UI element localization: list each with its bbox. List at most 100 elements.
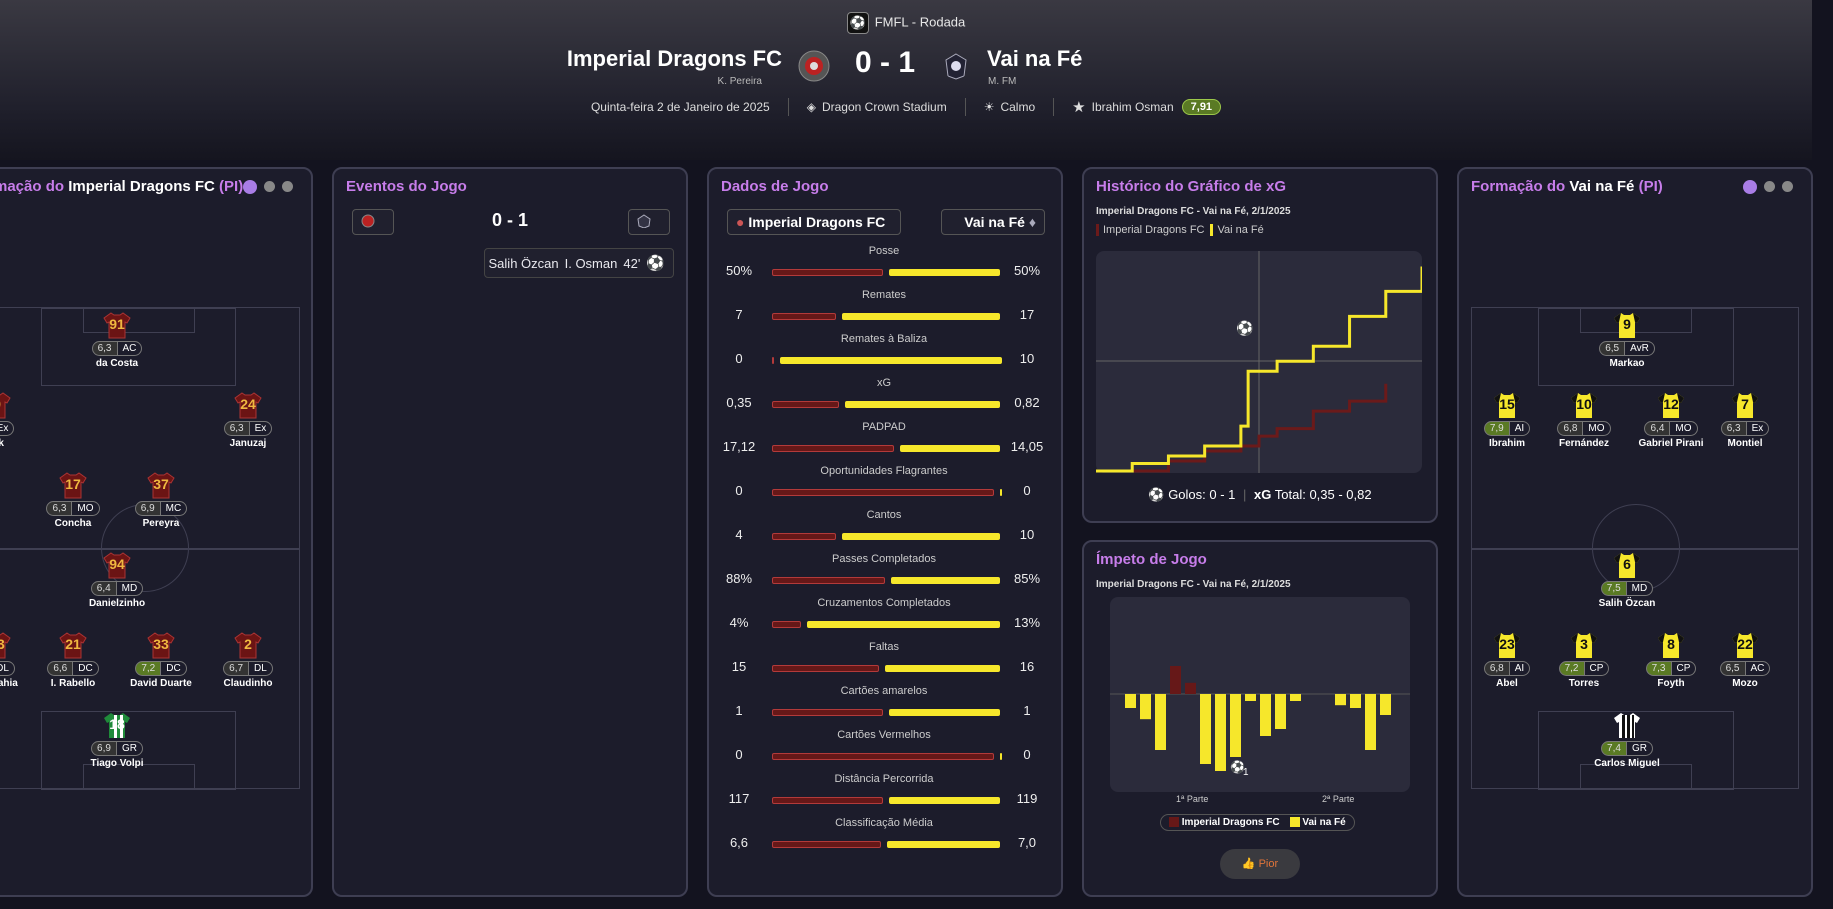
- player-gabriel-pirani[interactable]: 12 6,4 MO Gabriel Pirani: [1626, 391, 1716, 449]
- xg-subtitle: Imperial Dragons FC - Vai na Fé, 2/1/202…: [1096, 206, 1291, 217]
- away-crest-icon: [945, 53, 967, 80]
- player-rating: 6,6: [47, 661, 74, 676]
- stat-away-bar: [842, 533, 1000, 540]
- stat-away-bar: [900, 445, 1000, 452]
- stat-away-bar: [889, 797, 1000, 804]
- player-januzaj[interactable]: 24 6,3 Ex Januzaj: [203, 391, 293, 449]
- player-markao[interactable]: 9 6,5 AvR Markao: [1582, 311, 1672, 369]
- stat-home-value: 117: [728, 791, 750, 806]
- player-position: DL: [249, 661, 273, 676]
- stat-away-bar: [780, 357, 1002, 364]
- home-events-filter[interactable]: [352, 209, 394, 235]
- player-carlos-miguel[interactable]: 7,4 GR Carlos Miguel: [1582, 711, 1672, 769]
- player-ick[interactable]: 9 Ex ick: [0, 391, 42, 449]
- home-crest-icon: ●: [736, 214, 745, 230]
- stat-away-value: 0: [1023, 747, 1031, 762]
- stat-home-bar: [772, 445, 895, 452]
- player-da-costa[interactable]: 91 6,3 AC da Costa: [72, 311, 162, 369]
- worse-button[interactable]: 👍 Pior: [1220, 849, 1300, 879]
- player-fern-ndez[interactable]: 10 6,8 MO Fernández: [1539, 391, 1629, 449]
- player-name: Carlos Miguel: [1594, 758, 1660, 769]
- goal-count: 1: [1243, 767, 1249, 778]
- momentum-away-bar: [1245, 694, 1256, 701]
- goal-marker-icon: ⚽: [1229, 760, 1245, 774]
- momentum-away-bar: [1230, 694, 1241, 757]
- home-team-name[interactable]: Imperial Dragons FC: [566, 46, 782, 71]
- stat-away-value: 0: [1023, 483, 1031, 498]
- xg-legend: Imperial Dragons FC Vai na Fé: [1096, 224, 1264, 236]
- player-us-bahia[interactable]: 13 DL us Bahia: [0, 631, 42, 689]
- stat-away-value: 16: [1019, 659, 1035, 674]
- player-position: GR: [1626, 741, 1653, 756]
- away-team-tab[interactable]: Vai na Fé ♦: [941, 209, 1045, 235]
- stat-home-bar: [772, 269, 883, 276]
- player-name: Tiago Volpi: [90, 758, 144, 769]
- momentum-subtitle: Imperial Dragons FC - Vai na Fé, 2/1/202…: [1096, 579, 1291, 590]
- stat-label: Posse: [868, 245, 900, 257]
- stat-home-bar: [772, 797, 883, 804]
- player-rating: 7,2: [1558, 661, 1585, 676]
- stat-home-value: 4%: [729, 615, 749, 630]
- player-abel[interactable]: 23 6,8 AI Abel: [1462, 631, 1552, 689]
- player-i-rabello[interactable]: 21 6,6 DC I. Rabello: [28, 631, 118, 689]
- home-team-tab[interactable]: ● Imperial Dragons FC: [727, 209, 901, 235]
- panel-page-dots[interactable]: [1743, 180, 1793, 194]
- shirt-icon: 2: [234, 631, 262, 659]
- away-team-name[interactable]: Vai na Fé: [987, 46, 1083, 71]
- player-rating: 6,3: [223, 421, 250, 436]
- shirt-icon: 17: [59, 471, 87, 499]
- momentum-away-bar: [1350, 694, 1361, 708]
- panel-page-dots[interactable]: [243, 180, 293, 194]
- player-name: Pereyra: [142, 518, 180, 529]
- stat-home-bar: [772, 665, 879, 672]
- shirt-icon: 94: [103, 551, 131, 579]
- momentum-panel: Ímpeto de Jogo Imperial Dragons FC - Vai…: [1082, 540, 1438, 897]
- stat-home-bar: [772, 841, 881, 848]
- stat-home-value: 88%: [725, 571, 753, 586]
- player-position: CP: [1584, 661, 1610, 676]
- stat-home-bar: [772, 401, 839, 408]
- xg-home-line: [1096, 383, 1388, 473]
- potm-name[interactable]: Ibrahim Osman: [1091, 100, 1174, 114]
- away-formation-panel: Formação do Vai na Fé (PI) 9 6,5 AvR Markao…: [1457, 167, 1813, 897]
- player-tiago-volpi[interactable]: 18 6,9 GR Tiago Volpi: [72, 711, 162, 769]
- app-title: ⚽ FMFL - Rodada: [0, 12, 1812, 34]
- momentum-away-bar: [1380, 694, 1391, 715]
- player-position: AC: [117, 341, 143, 356]
- momentum-away-bar: [1275, 694, 1286, 729]
- player-ibrahim[interactable]: 15 7,9 AI Ibrahim: [1462, 391, 1552, 449]
- player-david-duarte[interactable]: 33 7,2 DC David Duarte: [116, 631, 206, 689]
- player-concha[interactable]: 17 6,3 MO Concha: [28, 471, 118, 529]
- player-torres[interactable]: 3 7,2 CP Torres: [1539, 631, 1629, 689]
- stat-home-value: 4: [735, 527, 743, 542]
- stat-away-bar: [889, 269, 1000, 276]
- player-montiel[interactable]: 7 6,3 Ex Montiel: [1700, 391, 1790, 449]
- xg-panel: Histórico do Gráfico de xG Imperial Drag…: [1082, 167, 1438, 523]
- player-danielzinho[interactable]: 94 6,4 MD Danielzinho: [72, 551, 162, 609]
- player-foyth[interactable]: 8 7,3 CP Foyth: [1626, 631, 1716, 689]
- stat-home-value: 0: [735, 483, 743, 498]
- stat-away-bar: [889, 709, 1000, 716]
- away-crest-icon: ♦: [1028, 214, 1036, 230]
- match-score: 0 - 1: [855, 46, 916, 79]
- event-assist: I. Osman: [564, 255, 618, 271]
- player-rating: 6,3: [1720, 421, 1747, 436]
- star-icon: ★: [1072, 99, 1086, 116]
- shirt-icon: [1613, 711, 1641, 739]
- stat-away-bar: [842, 313, 1000, 320]
- xg-total: Total: 0,35 - 0,82: [1274, 487, 1372, 502]
- stat-home-value: 0: [735, 747, 743, 762]
- player-pereyra[interactable]: 37 6,9 MC Pereyra: [116, 471, 206, 529]
- stat-home-value: 0,35: [726, 395, 752, 410]
- player-claudinho[interactable]: 2 6,7 DL Claudinho: [203, 631, 293, 689]
- player-name: Abel: [1496, 678, 1518, 689]
- goal-event[interactable]: Salih Özcan I. Osman 42' ⚽: [484, 248, 674, 278]
- player-position: AI: [1509, 661, 1531, 676]
- stat-away-bar: [884, 665, 1000, 672]
- player-position: Ex: [249, 421, 273, 436]
- player-mozo[interactable]: 22 6,5 AC Mozo: [1700, 631, 1790, 689]
- player-salih-zcan[interactable]: 6 7,5 MD Salih Özcan: [1582, 551, 1672, 609]
- stat-home-value: 50%: [725, 263, 753, 278]
- away-events-filter[interactable]: [628, 209, 670, 235]
- match-date: Quinta-feira 2 de Janeiro de 2025: [590, 100, 770, 114]
